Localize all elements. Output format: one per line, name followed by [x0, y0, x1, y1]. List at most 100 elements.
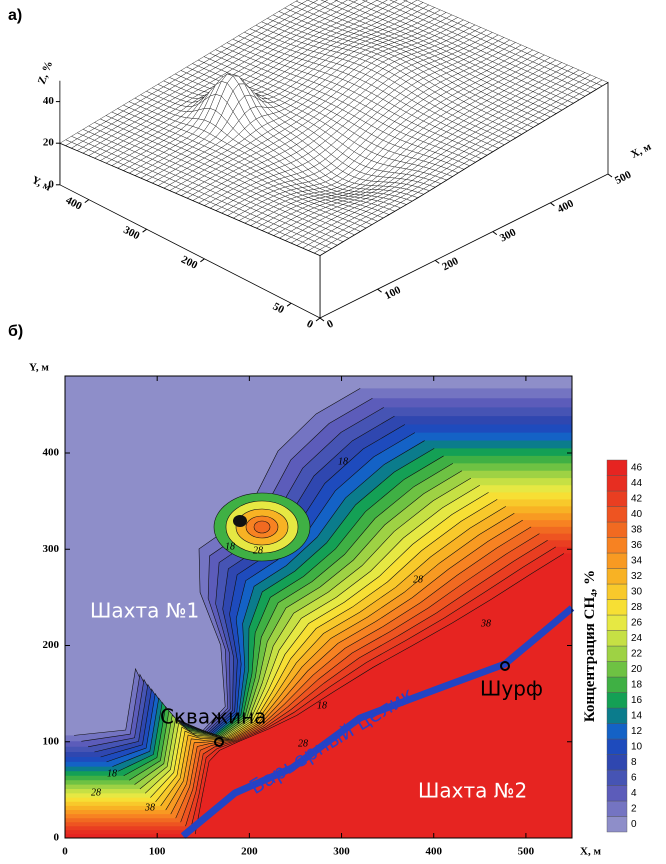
x-tick-label: 500 [518, 846, 535, 858]
x-tick-label: 100 [149, 846, 166, 858]
contour-label: 38 [144, 802, 155, 813]
colorbar-label: 18 [631, 679, 643, 690]
y-tick-label: 300 [121, 224, 142, 242]
annotation: Шурф [480, 677, 543, 701]
y-axis-label: Y, м [30, 174, 54, 194]
colorbar-label: 16 [631, 695, 643, 706]
colorbar-label: 22 [631, 648, 643, 659]
colorbar-label: 28 [631, 602, 643, 613]
colorbar-label: 46 [631, 462, 643, 473]
colorbar-label: 36 [631, 540, 643, 551]
colorbar-cell [606, 723, 628, 740]
box-face [59, 142, 321, 319]
colorbar-cell [606, 785, 628, 802]
x-tick-label: 400 [425, 846, 442, 858]
contour-line [139, 477, 472, 790]
y-tick-label: 50 [271, 300, 287, 316]
contour-line [128, 463, 454, 781]
z-axis-label: Z, % [36, 59, 55, 86]
colorbar-cell [606, 754, 628, 771]
contour-label: 28 [413, 574, 423, 585]
x-tick-label: 200 [440, 255, 461, 273]
pit-marker [500, 661, 510, 671]
y-tick-label: 0 [305, 318, 316, 331]
y-tick [315, 317, 321, 322]
contour-line [175, 526, 532, 819]
z-tick-label: 20 [43, 137, 55, 149]
contour-label: 38 [480, 618, 491, 629]
y-tick [286, 302, 292, 307]
y-tick-label: 400 [43, 447, 60, 459]
colorbar-label: 6 [631, 772, 637, 783]
contour-label: 28 [253, 545, 263, 556]
contour-label: 28 [298, 738, 308, 749]
colorbar-label: 44 [631, 478, 643, 489]
mesh-cell [320, 0, 329, 2]
colorbar-cell [606, 676, 628, 693]
x-axis-label: X, м [580, 846, 601, 858]
surface-mesh [59, 0, 609, 256]
colorbar-label: 12 [631, 726, 643, 737]
x-tick [492, 231, 498, 236]
contour-line [87, 407, 384, 748]
colorbar-cell [606, 630, 628, 647]
y-tick-label: 200 [179, 254, 200, 272]
contour-line [170, 519, 523, 815]
colorbar-cell [606, 506, 628, 523]
contour-line [165, 512, 515, 811]
x-tick [319, 317, 325, 322]
contour-label: 18 [317, 700, 327, 711]
contour-band [65, 553, 572, 838]
colorbar-cell [606, 645, 628, 662]
contour-field [65, 376, 572, 838]
colorbar-cell [606, 614, 628, 631]
contour-line [144, 485, 480, 794]
x-tick [434, 259, 440, 264]
colorbar-cell [606, 490, 628, 507]
colorbar-cell [606, 769, 628, 786]
colorbar-cell [606, 599, 628, 616]
hotspot [253, 520, 271, 534]
x-axis-label: X, м [629, 141, 654, 161]
x-tick-label: 200 [241, 846, 258, 858]
contour-line [160, 506, 506, 807]
contour-line [134, 470, 463, 785]
plot-frame [64, 375, 573, 839]
colorbar-label: 40 [631, 509, 643, 520]
panel-label: б) [8, 323, 23, 340]
annotation: Шахта №2 [418, 779, 527, 803]
colorbar-cell [606, 475, 628, 492]
contour-line [74, 388, 361, 736]
x-tick-label: 100 [383, 284, 404, 302]
annotation: Шахта №1 [90, 599, 199, 623]
contour-label: 18 [107, 768, 117, 779]
x-tick-label: 400 [555, 197, 576, 215]
colorbar-cell [606, 800, 628, 817]
barrier-line [180, 605, 575, 839]
colorbar-cell [606, 568, 628, 585]
y-tick-label: 300 [43, 543, 60, 555]
spike [233, 515, 247, 527]
y-tick [200, 258, 205, 263]
contour-line [194, 553, 565, 835]
colorbar-label: 10 [631, 741, 643, 752]
x-tick-label: 500 [613, 169, 634, 187]
well-marker [214, 737, 224, 747]
colorbar-cell [606, 459, 628, 476]
annotation: Скважина [160, 705, 266, 729]
colorbar-cell [606, 537, 628, 554]
contour-line [190, 546, 556, 831]
colorbar-title: Концентрация CH₄, % [582, 570, 598, 722]
z-tick-label: 40 [43, 95, 55, 107]
y-tick-label: 0 [54, 832, 60, 844]
z-tick-label: 0 [48, 178, 54, 190]
colorbar-label: 30 [631, 586, 643, 597]
y-tick-label: 100 [43, 735, 60, 747]
contour-line [155, 499, 498, 802]
contour-line [106, 432, 416, 763]
y-tick [84, 199, 90, 204]
colorbar-cell [606, 816, 628, 833]
colorbar-label: 34 [631, 555, 643, 566]
